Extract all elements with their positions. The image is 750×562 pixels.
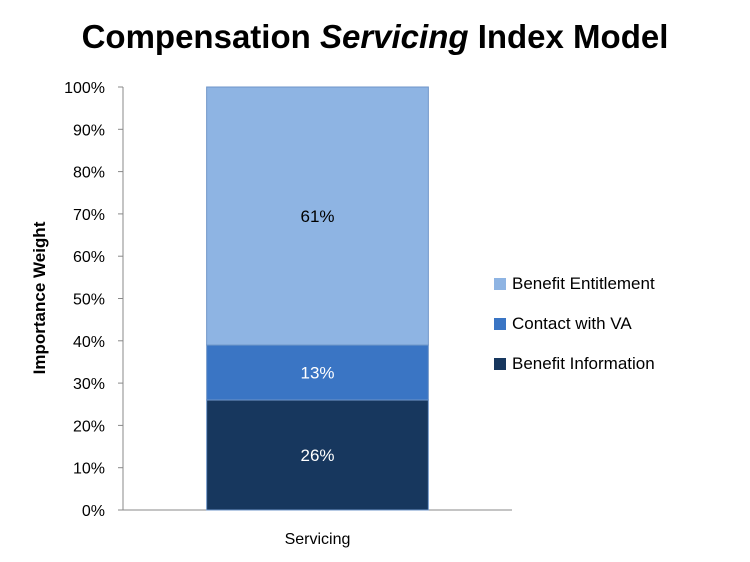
chart-title-part-3: Index Model <box>468 18 669 55</box>
y-tick-label: 60% <box>73 249 105 266</box>
legend-swatch-benefit-entitlement <box>494 278 506 290</box>
data-label-benefit-information: 26% <box>300 446 334 465</box>
chart-title-part-1: Compensation <box>81 18 320 55</box>
bar-segment-benefit-entitlement <box>206 86 429 346</box>
legend: Benefit Entitlement Contact with VA Bene… <box>494 264 655 384</box>
y-tick-label: 50% <box>73 292 105 309</box>
y-tick-label: 20% <box>73 418 105 435</box>
legend-item-benefit-entitlement: Benefit Entitlement <box>494 264 655 304</box>
legend-item-contact-with-va: Contact with VA <box>494 304 655 344</box>
y-tick-label: 30% <box>73 376 105 393</box>
y-tick-label: 80% <box>73 165 105 182</box>
y-tick-label: 100% <box>64 80 105 97</box>
bar-segment-contact-with-va <box>206 344 429 401</box>
bar-segment-benefit-information <box>206 399 429 511</box>
y-tick-label: 90% <box>73 122 105 139</box>
legend-item-benefit-information: Benefit Information <box>494 344 655 384</box>
y-tick-label: 70% <box>73 207 105 224</box>
data-label-benefit-entitlement: 61% <box>300 207 334 226</box>
legend-swatch-benefit-information <box>494 358 506 370</box>
legend-label-benefit-information: Benefit Information <box>512 354 655 373</box>
legend-label-contact-with-va: Contact with VA <box>512 314 632 333</box>
y-tick-label: 0% <box>82 503 105 520</box>
data-label-contact-with-va: 13% <box>300 364 334 383</box>
x-tick-label: Servicing <box>285 531 351 548</box>
chart-title: Compensation Servicing Index Model <box>0 18 750 56</box>
y-tick-label: 10% <box>73 461 105 478</box>
y-tick-label: 40% <box>73 334 105 351</box>
legend-swatch-contact-with-va <box>494 318 506 330</box>
chart-title-part-2: Servicing <box>319 18 469 55</box>
legend-label-benefit-entitlement: Benefit Entitlement <box>512 274 655 293</box>
